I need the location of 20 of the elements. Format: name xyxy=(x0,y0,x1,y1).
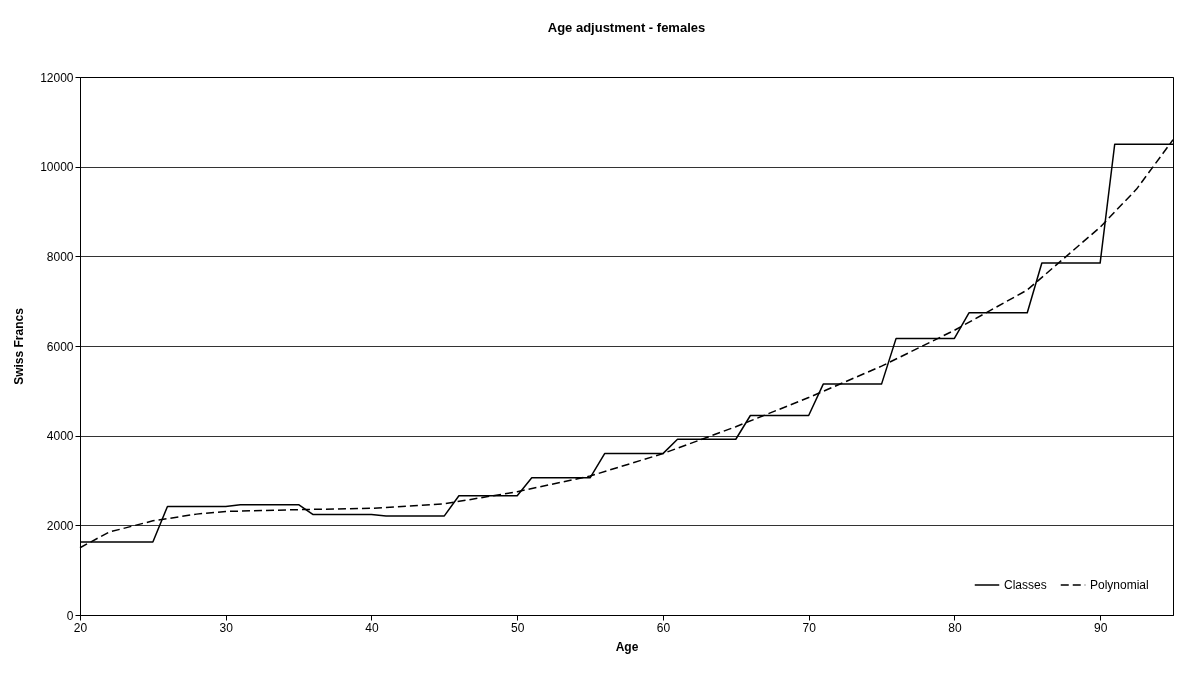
legend-label: Polynomial xyxy=(1090,578,1149,592)
x-tick-label: 60 xyxy=(656,620,671,635)
legend-label: Classes xyxy=(1004,578,1047,592)
y-tick-label: 0 xyxy=(66,608,74,623)
y-tick-label: 4000 xyxy=(46,429,74,444)
x-tick-label: 30 xyxy=(219,620,234,635)
x-tick-label: 80 xyxy=(948,620,962,635)
y-tick-label: 8000 xyxy=(46,249,74,264)
x-tick-label: 50 xyxy=(511,620,525,635)
x-tick-label: 70 xyxy=(802,620,817,635)
chart-title: Age adjustment - females xyxy=(547,20,706,35)
x-axis-title: Age xyxy=(615,639,639,654)
y-tick-label: 10000 xyxy=(40,160,74,175)
y-tick-label: 12000 xyxy=(40,70,74,85)
x-tick-label: 20 xyxy=(73,620,88,635)
y-axis-title: Swiss Francs xyxy=(12,307,27,385)
y-tick-label: 6000 xyxy=(46,339,74,354)
y-tick-label: 2000 xyxy=(46,518,74,533)
x-tick-label: 40 xyxy=(365,620,379,635)
x-tick-label: 90 xyxy=(1093,620,1108,635)
